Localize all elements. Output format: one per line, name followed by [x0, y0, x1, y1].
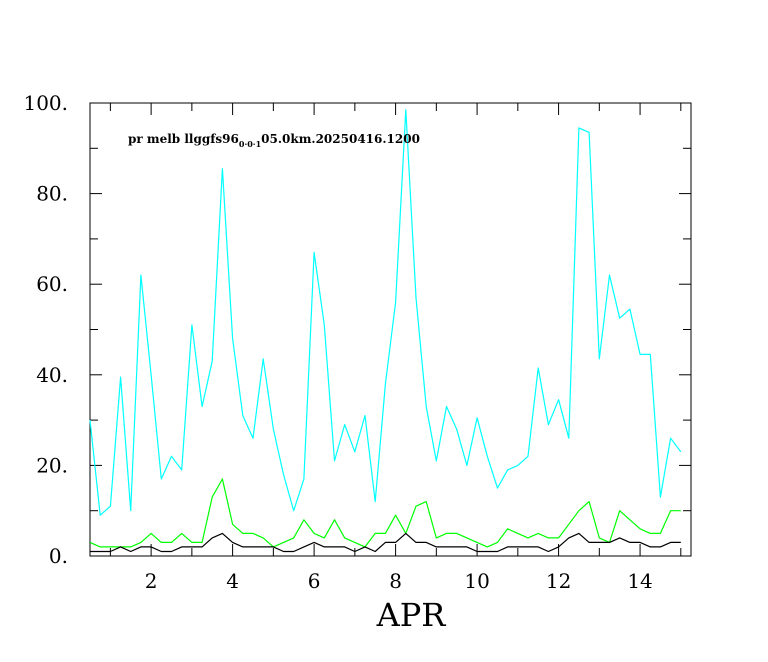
x-axis-label: APR — [376, 596, 447, 634]
y-tick-label: 40. — [36, 363, 68, 387]
chart-annotation: pr melb llggfs960·0·105.0km.20250416.120… — [128, 132, 420, 149]
tick-labels: 0. 20. 40. 60. 80. 100. 2 4 6 8 10 12 14 — [23, 91, 652, 593]
x-tick-label: 6 — [308, 569, 321, 593]
series-line-3 — [90, 532, 681, 553]
x-tick-label: 10 — [464, 569, 489, 593]
plot-frame — [89, 102, 692, 557]
annotation-prefix: pr melb llggfs96 — [128, 132, 239, 146]
y-tick-label: 80. — [36, 182, 68, 206]
annotation-subscript: 0·0·1 — [239, 139, 261, 149]
series-line-1 — [89, 109, 682, 516]
y-tick-label: 0. — [49, 544, 68, 568]
x-tick-label: 4 — [226, 569, 239, 593]
axis-ticks — [90, 102, 691, 557]
series-line-2 — [89, 478, 681, 548]
x-tick-label: 14 — [627, 569, 652, 593]
x-tick-label: 8 — [389, 569, 402, 593]
y-tick-label: 100. — [23, 91, 68, 115]
y-tick-label: 60. — [36, 272, 68, 296]
x-tick-label: 12 — [546, 569, 571, 593]
x-tick-label: 2 — [145, 569, 158, 593]
data-series — [89, 109, 682, 553]
annotation-suffix: 05.0km.20250416.1200 — [261, 132, 420, 146]
y-tick-label: 20. — [36, 453, 68, 477]
